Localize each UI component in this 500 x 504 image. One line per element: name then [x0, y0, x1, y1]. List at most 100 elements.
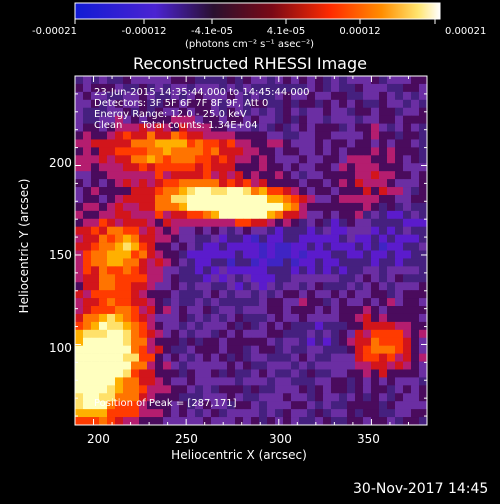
heatmap-cell	[235, 266, 244, 275]
heatmap-cell	[123, 385, 132, 394]
heatmap-cell	[387, 274, 396, 283]
heatmap-cell	[235, 226, 244, 235]
heatmap-cell	[347, 290, 356, 299]
heatmap-cell	[163, 401, 172, 410]
heatmap-cell	[275, 321, 284, 331]
heatmap-cell	[107, 163, 116, 172]
heatmap-cell	[99, 147, 108, 156]
heatmap-cell	[411, 226, 420, 235]
heatmap-cell	[323, 306, 332, 315]
heatmap-cell	[131, 218, 140, 228]
heatmap-cell	[339, 139, 348, 148]
heatmap-cell	[163, 242, 172, 251]
heatmap-cell	[243, 155, 252, 164]
heatmap-cell	[259, 194, 268, 204]
heatmap-cell	[315, 155, 324, 164]
heatmap-cell	[203, 242, 212, 251]
heatmap-cell	[331, 369, 340, 378]
heatmap-cell	[387, 83, 396, 93]
heatmap-cell	[267, 377, 276, 386]
heatmap-cell	[251, 313, 260, 323]
heatmap-cell	[275, 131, 284, 140]
heatmap-cell	[211, 115, 220, 124]
heatmap-cell	[107, 155, 116, 164]
heatmap-cell	[123, 321, 132, 331]
heatmap-cell	[395, 385, 404, 394]
heatmap-cell	[131, 194, 140, 204]
heatmap-cell	[283, 163, 292, 172]
heatmap-cell	[75, 337, 84, 347]
heatmap-cell	[299, 171, 308, 180]
heatmap-cell	[291, 147, 300, 156]
heatmap-cell	[355, 83, 364, 93]
heatmap-cell	[275, 163, 284, 172]
heatmap-cell	[395, 218, 404, 228]
heatmap-cell	[83, 187, 92, 196]
heatmap-cell	[387, 321, 396, 331]
heatmap-cell	[403, 306, 412, 315]
heatmap-cell	[395, 417, 404, 426]
heatmap-cell	[171, 91, 180, 101]
heatmap-cell	[411, 417, 420, 426]
heatmap-cell	[227, 274, 236, 283]
heatmap-cell	[139, 282, 148, 291]
heatmap-cell	[395, 171, 404, 180]
heatmap-cell	[251, 187, 260, 196]
heatmap-cell	[219, 226, 228, 235]
heatmap-cell	[163, 123, 172, 132]
heatmap-cell	[347, 139, 356, 148]
heatmap-cell	[83, 218, 92, 228]
heatmap-cell	[419, 187, 428, 196]
heatmap-cell	[107, 377, 116, 386]
heatmap-cell	[115, 123, 124, 132]
heatmap-cell	[403, 385, 412, 394]
heatmap-cell	[403, 83, 412, 93]
heatmap-cell	[395, 409, 404, 418]
heatmap-cell	[171, 139, 180, 148]
heatmap-cell	[283, 282, 292, 291]
heatmap-cell	[355, 361, 364, 370]
heatmap-cell	[139, 76, 148, 85]
heatmap-cell	[315, 337, 324, 347]
heatmap-cell	[371, 218, 380, 228]
heatmap-cell	[123, 155, 132, 164]
heatmap-cell	[235, 306, 244, 315]
heatmap-cell	[115, 91, 124, 101]
heatmap-cell	[259, 91, 268, 101]
heatmap-cell	[203, 107, 212, 117]
heatmap-cell	[187, 179, 196, 188]
heatmap-cell	[371, 194, 380, 204]
heatmap-cell	[211, 179, 220, 188]
heatmap-cell	[339, 242, 348, 251]
heatmap-cell	[363, 337, 372, 347]
heatmap-cell	[323, 369, 332, 378]
heatmap-cell	[299, 115, 308, 124]
heatmap-cell	[115, 83, 124, 93]
heatmap-cell	[371, 329, 380, 339]
heatmap-cell	[187, 282, 196, 291]
heatmap-cell	[211, 377, 220, 386]
heatmap-cell	[235, 250, 244, 259]
heatmap-cell	[203, 218, 212, 228]
heatmap-cell	[179, 83, 188, 93]
heatmap-cell	[155, 361, 164, 370]
heatmap-cell	[267, 258, 276, 267]
heatmap-cell	[275, 377, 284, 386]
heatmap-cell	[363, 155, 372, 164]
heatmap-cell	[323, 409, 332, 418]
heatmap-cell	[235, 313, 244, 323]
heatmap-cell	[211, 266, 220, 275]
heatmap-cell	[331, 147, 340, 156]
heatmap-cell	[283, 266, 292, 275]
heatmap-cell	[139, 242, 148, 251]
heatmap-cell	[355, 282, 364, 291]
heatmap-cell	[395, 298, 404, 307]
heatmap-cell	[139, 187, 148, 196]
heatmap-cell	[91, 187, 100, 196]
heatmap-cell	[323, 83, 332, 93]
heatmap-cell	[155, 218, 164, 228]
heatmap-cell	[219, 155, 228, 164]
heatmap-cell	[75, 115, 84, 124]
heatmap-cell	[363, 163, 372, 172]
heatmap-cell	[107, 210, 116, 220]
